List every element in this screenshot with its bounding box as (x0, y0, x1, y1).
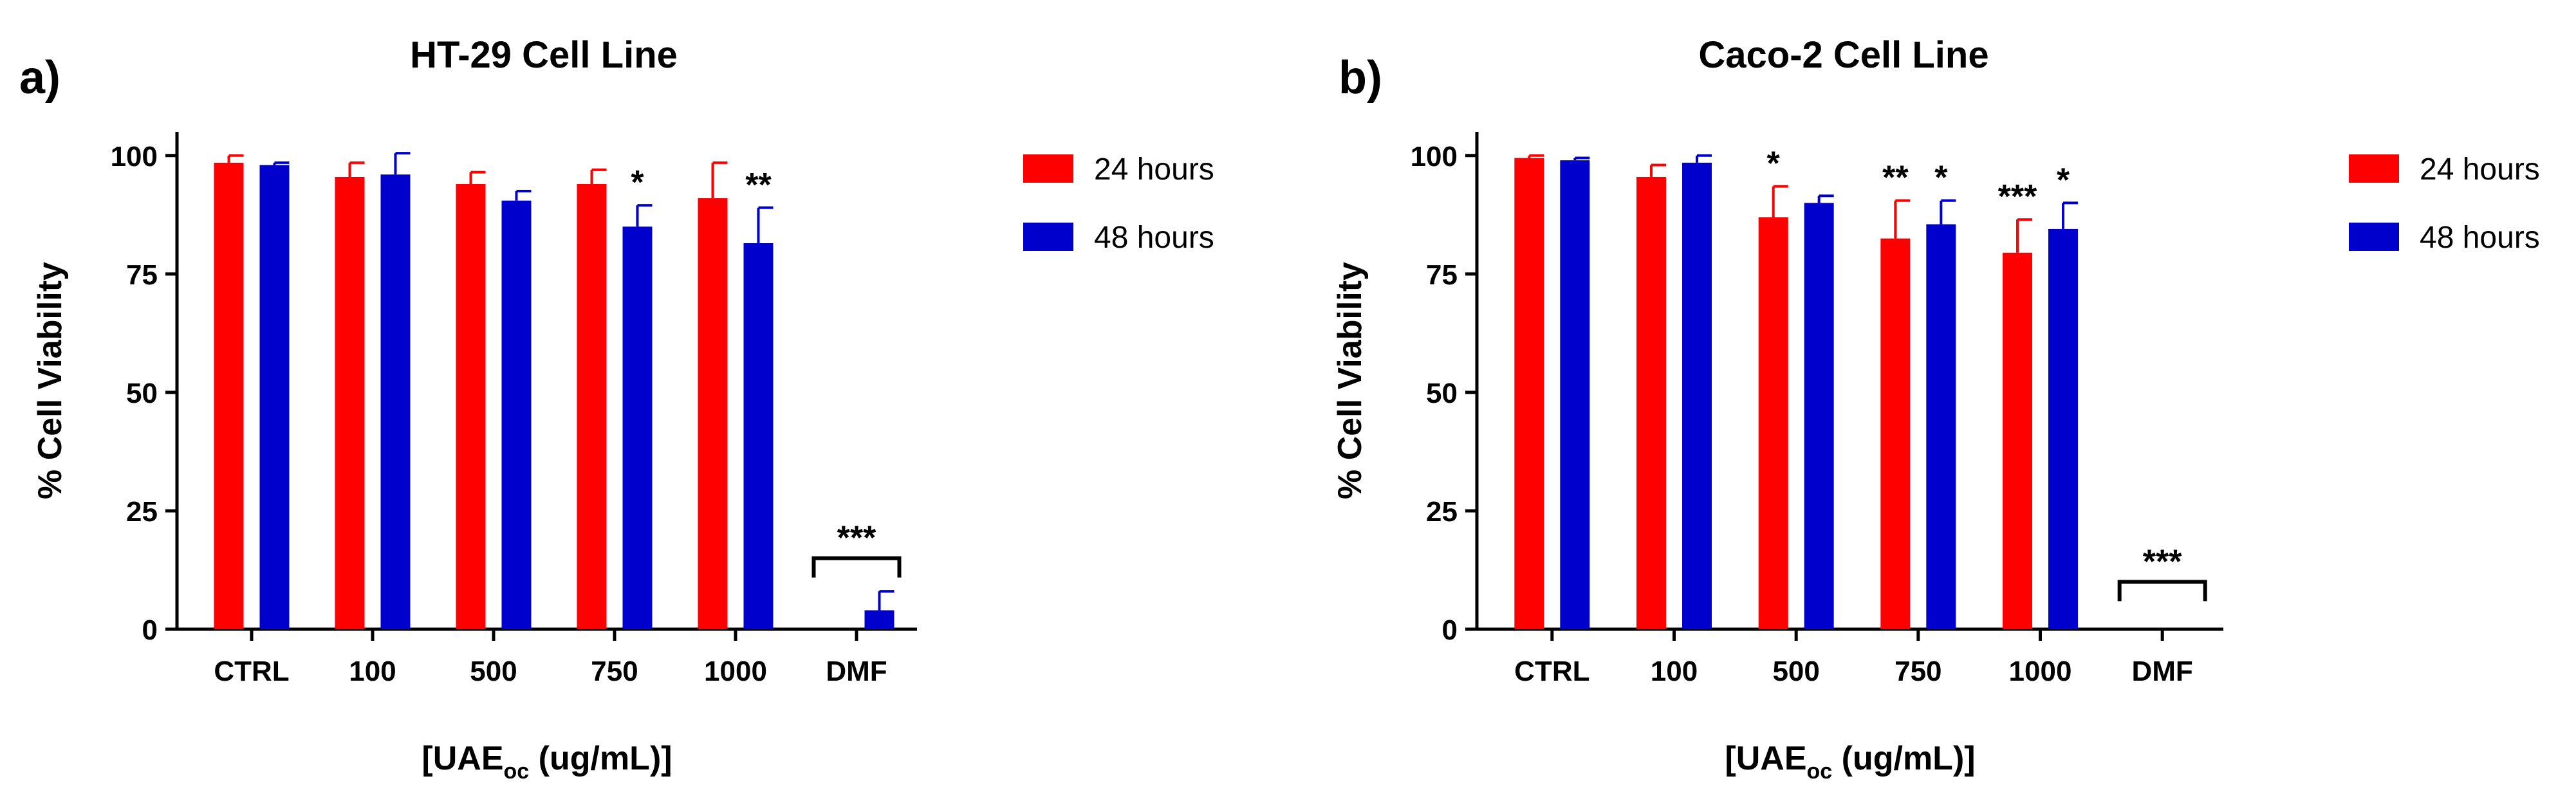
panel-label: a) (19, 52, 60, 104)
bar-24h (1636, 176, 1666, 629)
x-tick-label: 750 (1895, 656, 1941, 687)
bar-48h (380, 174, 411, 629)
x-axis-label: [UAEoc (ug/mL)] (422, 740, 672, 784)
legend-label-24h: 24 hours (2420, 152, 2540, 187)
panel-label: b) (1339, 52, 1382, 104)
y-tick-label: 0 (142, 614, 158, 646)
bar-48h (259, 165, 290, 629)
y-tick-label: 0 (1442, 614, 1458, 646)
x-axis-label-main: [UAE (1725, 740, 1806, 777)
bar-48h (743, 243, 774, 629)
x-tick-label: 100 (1651, 656, 1698, 687)
bar-24h (335, 176, 365, 629)
legend-label-48h: 48 hours (1094, 221, 1214, 255)
x-tick-label: 1000 (704, 656, 767, 687)
x-axis-label-sub: oc (1807, 759, 1833, 784)
bar-24h (577, 183, 607, 629)
x-tick-label: CTRL (1514, 656, 1589, 687)
bar-24h (214, 162, 244, 629)
significance-stars: *** (2143, 543, 2182, 580)
bar-48h (2048, 228, 2078, 629)
bar-24h (456, 183, 486, 629)
significance-stars: * (1934, 160, 1948, 197)
bar-24h (698, 198, 728, 630)
significance-stars: ** (1882, 160, 1909, 197)
bar-24h (1514, 158, 1544, 629)
chart-title: HT-29 Cell Line (410, 34, 678, 76)
bar-48h (864, 610, 894, 629)
x-tick-label: CTRL (214, 656, 289, 687)
significance-stars: ** (745, 167, 772, 204)
x-axis-label: [UAEoc (ug/mL)] (1725, 740, 1975, 784)
bar-48h (1926, 224, 1956, 629)
y-tick-label: 50 (126, 378, 158, 409)
legend-label-24h: 24 hours (1094, 152, 1214, 187)
bar-24h (1880, 238, 1911, 630)
x-tick-label: DMF (826, 656, 887, 687)
x-tick-label: DMF (2132, 656, 2193, 687)
legend-swatch-48h (1023, 223, 1073, 251)
bar-24h (2003, 252, 2032, 629)
x-axis-label-rest: (ug/mL)] (529, 740, 672, 777)
bar-48h (501, 200, 532, 629)
bar-48h (1560, 160, 1590, 629)
y-tick-label: 75 (126, 259, 158, 291)
y-tick-label: 100 (111, 141, 158, 172)
x-tick-label: 1000 (2009, 656, 2072, 687)
y-axis-label: % Cell Viability (1331, 262, 1369, 499)
x-tick-label: 500 (470, 656, 517, 687)
legend-swatch-48h (2349, 223, 2399, 251)
y-tick-label: 25 (126, 496, 158, 528)
x-tick-label: 100 (349, 656, 396, 687)
significance-stars: *** (1998, 178, 2037, 216)
significance-bracket (811, 556, 902, 578)
y-axis-label: % Cell Viability (32, 262, 69, 499)
significance-stars: * (1767, 145, 1781, 183)
x-tick-label: 500 (1772, 656, 1819, 687)
bar-24h (1758, 217, 1788, 629)
bar-48h (1682, 162, 1712, 629)
significance-bracket (2117, 580, 2207, 602)
legend-swatch-24h (1023, 154, 1073, 183)
significance-stars: * (631, 164, 644, 201)
bar-48h (622, 226, 653, 629)
legend-swatch-24h (2349, 154, 2399, 183)
x-tick-label: 750 (591, 656, 638, 687)
y-tick-label: 100 (1411, 141, 1458, 172)
x-axis-label-rest: (ug/mL)] (1832, 740, 1975, 777)
significance-stars: * (2057, 161, 2070, 199)
y-tick-label: 25 (1426, 496, 1458, 528)
y-tick-label: 50 (1426, 378, 1458, 409)
chart-panel-2: b) Caco-2 Cell Line 0 25 50 75 100 % Cell Viabi… (1331, 34, 2540, 784)
chart-title: Caco-2 Cell Line (1698, 34, 1988, 76)
x-axis-label-main: [UAE (422, 740, 503, 777)
significance-stars: *** (837, 520, 876, 557)
y-tick-label: 75 (1426, 259, 1458, 291)
chart-panel-1: a) HT-29 Cell Line 0 25 50 75 100 % Cell Viabil… (19, 34, 1214, 784)
x-axis-label-sub: oc (504, 759, 530, 784)
legend-label-48h: 48 hours (2420, 221, 2540, 255)
bar-48h (1804, 203, 1834, 629)
